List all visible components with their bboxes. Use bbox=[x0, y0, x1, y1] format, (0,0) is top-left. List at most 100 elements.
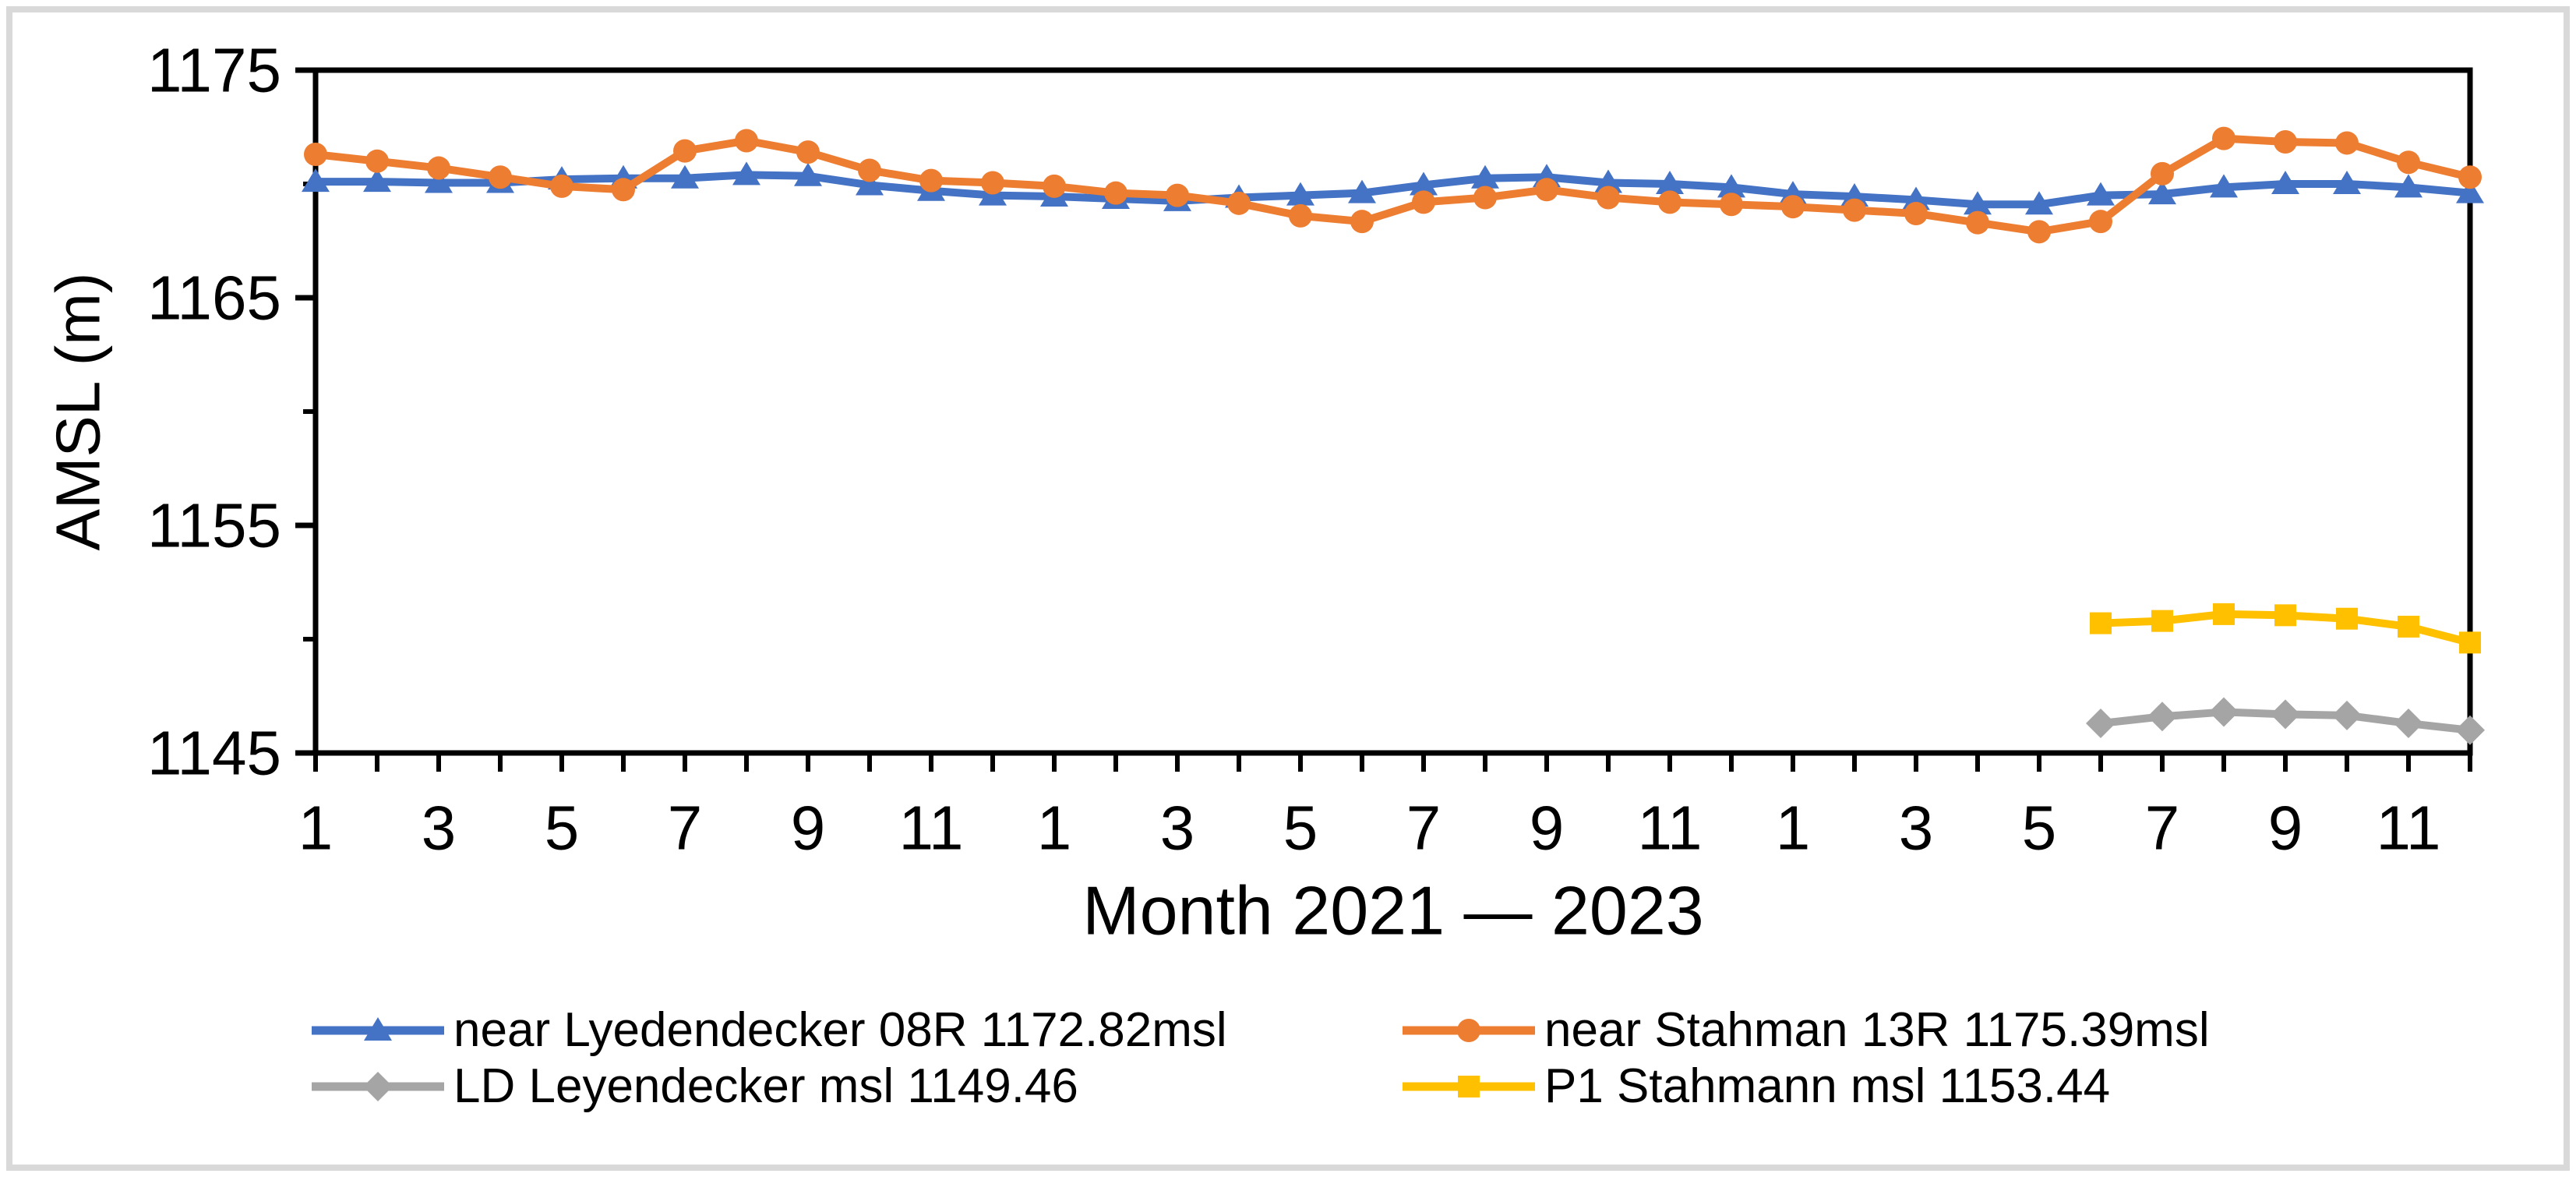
legend-swatch-square-icon bbox=[1403, 1076, 1535, 1097]
x-tick-label: 1 bbox=[298, 794, 333, 863]
legend-label: P1 Stahmann msl 1153.44 bbox=[1544, 1059, 2111, 1113]
marker-diamond bbox=[2271, 699, 2300, 730]
x-tick-label: 1 bbox=[1776, 794, 1811, 863]
marker-circle bbox=[796, 140, 820, 164]
marker-diamond bbox=[2209, 697, 2239, 727]
marker-square bbox=[2090, 612, 2112, 634]
marker-circle bbox=[1904, 201, 1928, 225]
marker-square bbox=[1458, 1076, 1480, 1097]
legend-item-ld-leyendecker: LD Leyendecker msl 1149.46 bbox=[312, 1059, 1078, 1114]
legend-item-near-stahman: near Stahman 13R 1175.39msl bbox=[1403, 1003, 2210, 1058]
marker-triangle bbox=[2025, 191, 2053, 215]
x-tick-label: 9 bbox=[2268, 794, 2303, 863]
legend-swatch-diamond-icon bbox=[312, 1072, 444, 1101]
axes bbox=[295, 67, 2473, 772]
marker-circle bbox=[550, 174, 573, 198]
series-near-stahman-13r-1175-39msl bbox=[304, 126, 2482, 244]
marker-triangle bbox=[1902, 186, 1930, 210]
series-line bbox=[312, 171, 2474, 209]
legend-item-near-lyedendecker: near Lyedendecker 08R 1172.82msl bbox=[312, 1003, 1227, 1058]
marker-triangle bbox=[1410, 171, 1438, 196]
marker-triangle bbox=[2456, 179, 2484, 203]
marker-circle bbox=[2397, 150, 2420, 175]
marker-square bbox=[2398, 615, 2419, 638]
x-tick-label: 5 bbox=[1283, 794, 1318, 863]
marker-triangle bbox=[732, 161, 760, 186]
x-tick-label: 5 bbox=[2022, 794, 2057, 863]
marker-circle bbox=[1781, 195, 1805, 219]
marker-circle bbox=[2458, 165, 2482, 189]
y-tick-label: 1155 bbox=[147, 491, 281, 560]
x-tick-label: 7 bbox=[2145, 794, 2180, 863]
marker-circle bbox=[1104, 181, 1127, 205]
marker-triangle bbox=[1348, 179, 1376, 203]
marker-circle bbox=[1227, 191, 1251, 215]
marker-circle bbox=[2151, 161, 2174, 186]
marker-square bbox=[2274, 604, 2296, 627]
x-tick-label: 3 bbox=[1899, 794, 1934, 863]
y-axis-title: AMSL (m) bbox=[44, 272, 113, 550]
marker-diamond bbox=[2332, 700, 2362, 730]
marker-circle bbox=[1843, 198, 1866, 222]
marker-triangle bbox=[1594, 169, 1622, 193]
marker-triangle bbox=[671, 164, 699, 189]
marker-circle bbox=[1658, 190, 1681, 214]
marker-circle bbox=[2089, 210, 2112, 234]
marker-triangle bbox=[1471, 164, 1499, 189]
marker-square bbox=[2459, 631, 2481, 654]
marker-square bbox=[2336, 607, 2358, 630]
x-tick-label: 5 bbox=[545, 794, 580, 863]
legend-item-p1-stahmann: P1 Stahmann msl 1153.44 bbox=[1403, 1059, 2110, 1114]
marker-circle bbox=[1457, 1019, 1480, 1042]
marker-triangle bbox=[2210, 174, 2238, 198]
marker-circle bbox=[673, 139, 697, 163]
marker-triangle bbox=[2087, 182, 2115, 206]
marker-triangle bbox=[2148, 181, 2176, 205]
x-tick-label: 11 bbox=[898, 794, 963, 863]
y-tick-label: 1165 bbox=[147, 263, 281, 333]
marker-circle bbox=[2212, 126, 2235, 150]
marker-square bbox=[2151, 610, 2173, 632]
x-tick-label: 11 bbox=[1637, 794, 1702, 863]
x-tick-label: 7 bbox=[1406, 794, 1442, 863]
marker-circle bbox=[1473, 186, 1497, 210]
marker-circle bbox=[1720, 193, 1743, 217]
x-tick-label: 3 bbox=[1160, 794, 1195, 863]
x-tick-label: 3 bbox=[422, 794, 457, 863]
marker-triangle bbox=[302, 168, 330, 193]
x-tick-label: 1 bbox=[1037, 794, 1072, 863]
marker-triangle bbox=[794, 162, 822, 186]
marker-diamond bbox=[2455, 715, 2485, 745]
x-tick-label: 7 bbox=[668, 794, 703, 863]
marker-triangle bbox=[1656, 171, 1684, 194]
x-tick-label: 11 bbox=[2376, 794, 2440, 863]
marker-triangle bbox=[425, 169, 453, 193]
marker-circle bbox=[1350, 210, 1374, 234]
marker-circle bbox=[1412, 190, 1435, 214]
legend-label: near Stahman 13R 1175.39msl bbox=[1544, 1003, 2210, 1057]
marker-triangle bbox=[2271, 171, 2299, 194]
marker-triangle bbox=[1840, 183, 1868, 207]
marker-diamond bbox=[2394, 709, 2423, 739]
marker-circle bbox=[304, 143, 327, 167]
marker-circle bbox=[427, 156, 450, 180]
marker-circle bbox=[1966, 210, 1989, 235]
marker-square bbox=[2213, 603, 2235, 625]
marker-circle bbox=[2027, 220, 2051, 244]
marker-triangle bbox=[364, 1017, 392, 1041]
marker-circle bbox=[735, 129, 758, 153]
marker-circle bbox=[919, 168, 943, 193]
marker-circle bbox=[489, 165, 512, 189]
legend-label: near Lyedendecker 08R 1172.82msl bbox=[453, 1003, 1227, 1057]
legend-swatch-circle-icon bbox=[1403, 1019, 1535, 1042]
legend-label: LD Leyendecker msl 1149.46 bbox=[453, 1059, 1078, 1113]
series-line bbox=[312, 134, 2474, 236]
marker-triangle bbox=[856, 171, 884, 196]
y-tick-label: 1145 bbox=[147, 719, 281, 788]
y-tick-label: 1175 bbox=[147, 36, 281, 105]
series-p1-stahmann-msl-1153-44 bbox=[2090, 603, 2481, 654]
marker-circle bbox=[1289, 203, 1312, 228]
